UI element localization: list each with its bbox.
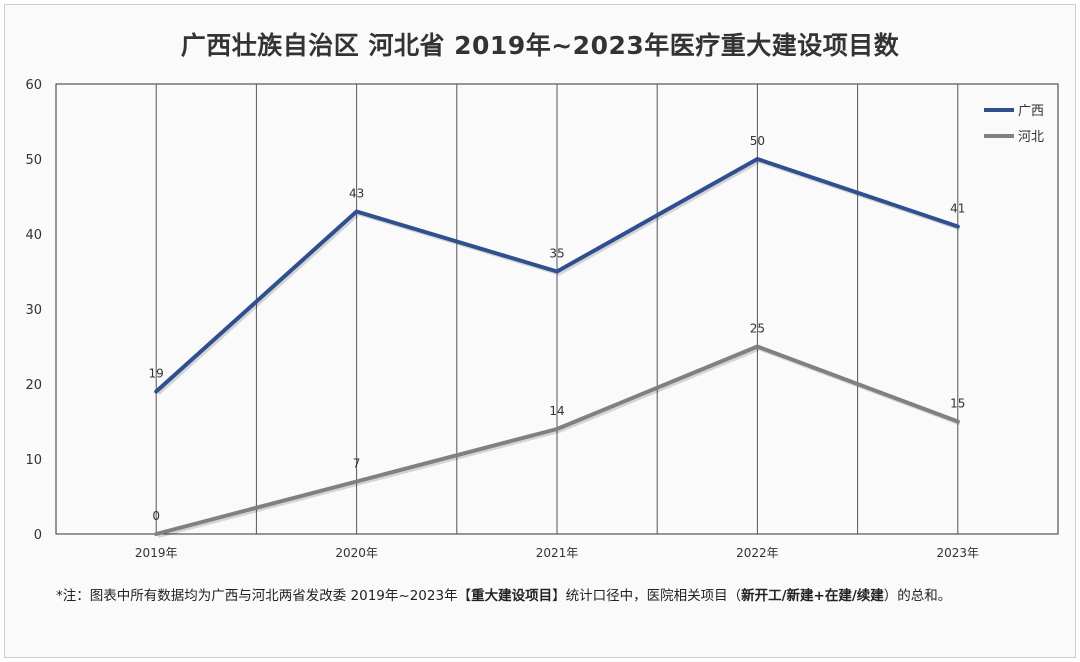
x-tick-label: 2019年 <box>135 546 178 560</box>
chart-title: 广西壮族自治区 河北省 2019年~2023年医疗重大建设项目数 <box>180 31 900 60</box>
y-tick-label: 30 <box>25 303 42 318</box>
y-tick-label: 40 <box>25 228 42 243</box>
series-line-shadow <box>156 159 961 395</box>
footnote: *注：图表中所有数据均为广西与河北两省发改委 2019年~2023年【重大建设项… <box>56 584 1056 609</box>
x-tick-label: 2021年 <box>536 546 579 560</box>
series-line <box>154 157 960 394</box>
data-label: 0 <box>152 509 160 523</box>
chart-frame <box>4 4 1076 658</box>
data-label: 25 <box>750 322 765 336</box>
data-label: 14 <box>549 404 564 418</box>
data-label: 35 <box>549 247 564 261</box>
footnote-prefix: *注：图表中所有数据均为广西与河北两省发改委 2019年~2023年【 <box>56 588 472 604</box>
data-label: 50 <box>750 134 765 148</box>
legend-label: 广西 <box>1018 104 1044 119</box>
footnote-bold-1: 重大建设项目 <box>471 588 553 604</box>
x-tick-label: 2023年 <box>937 546 980 560</box>
data-label: 41 <box>950 202 965 216</box>
y-tick-label: 0 <box>34 528 42 543</box>
series-line <box>154 344 960 536</box>
x-tick-label: 2022年 <box>736 546 779 560</box>
y-tick-label: 20 <box>25 378 42 393</box>
legend-label: 河北 <box>1018 130 1044 145</box>
y-tick-label: 50 <box>25 153 42 168</box>
y-tick-label: 60 <box>25 78 42 93</box>
data-label: 7 <box>353 457 361 471</box>
footnote-bold-2: 新开工/新建+在建/续建 <box>741 588 884 604</box>
x-tick-label: 2020年 <box>335 546 378 560</box>
footnote-suffix: ）的总和。 <box>883 588 952 604</box>
data-label: 19 <box>149 367 164 381</box>
y-tick-label: 10 <box>25 453 42 468</box>
footnote-middle: 】统计口径中，医院相关项目（ <box>552 588 742 604</box>
data-label: 43 <box>349 187 364 201</box>
data-label: 15 <box>950 397 965 411</box>
